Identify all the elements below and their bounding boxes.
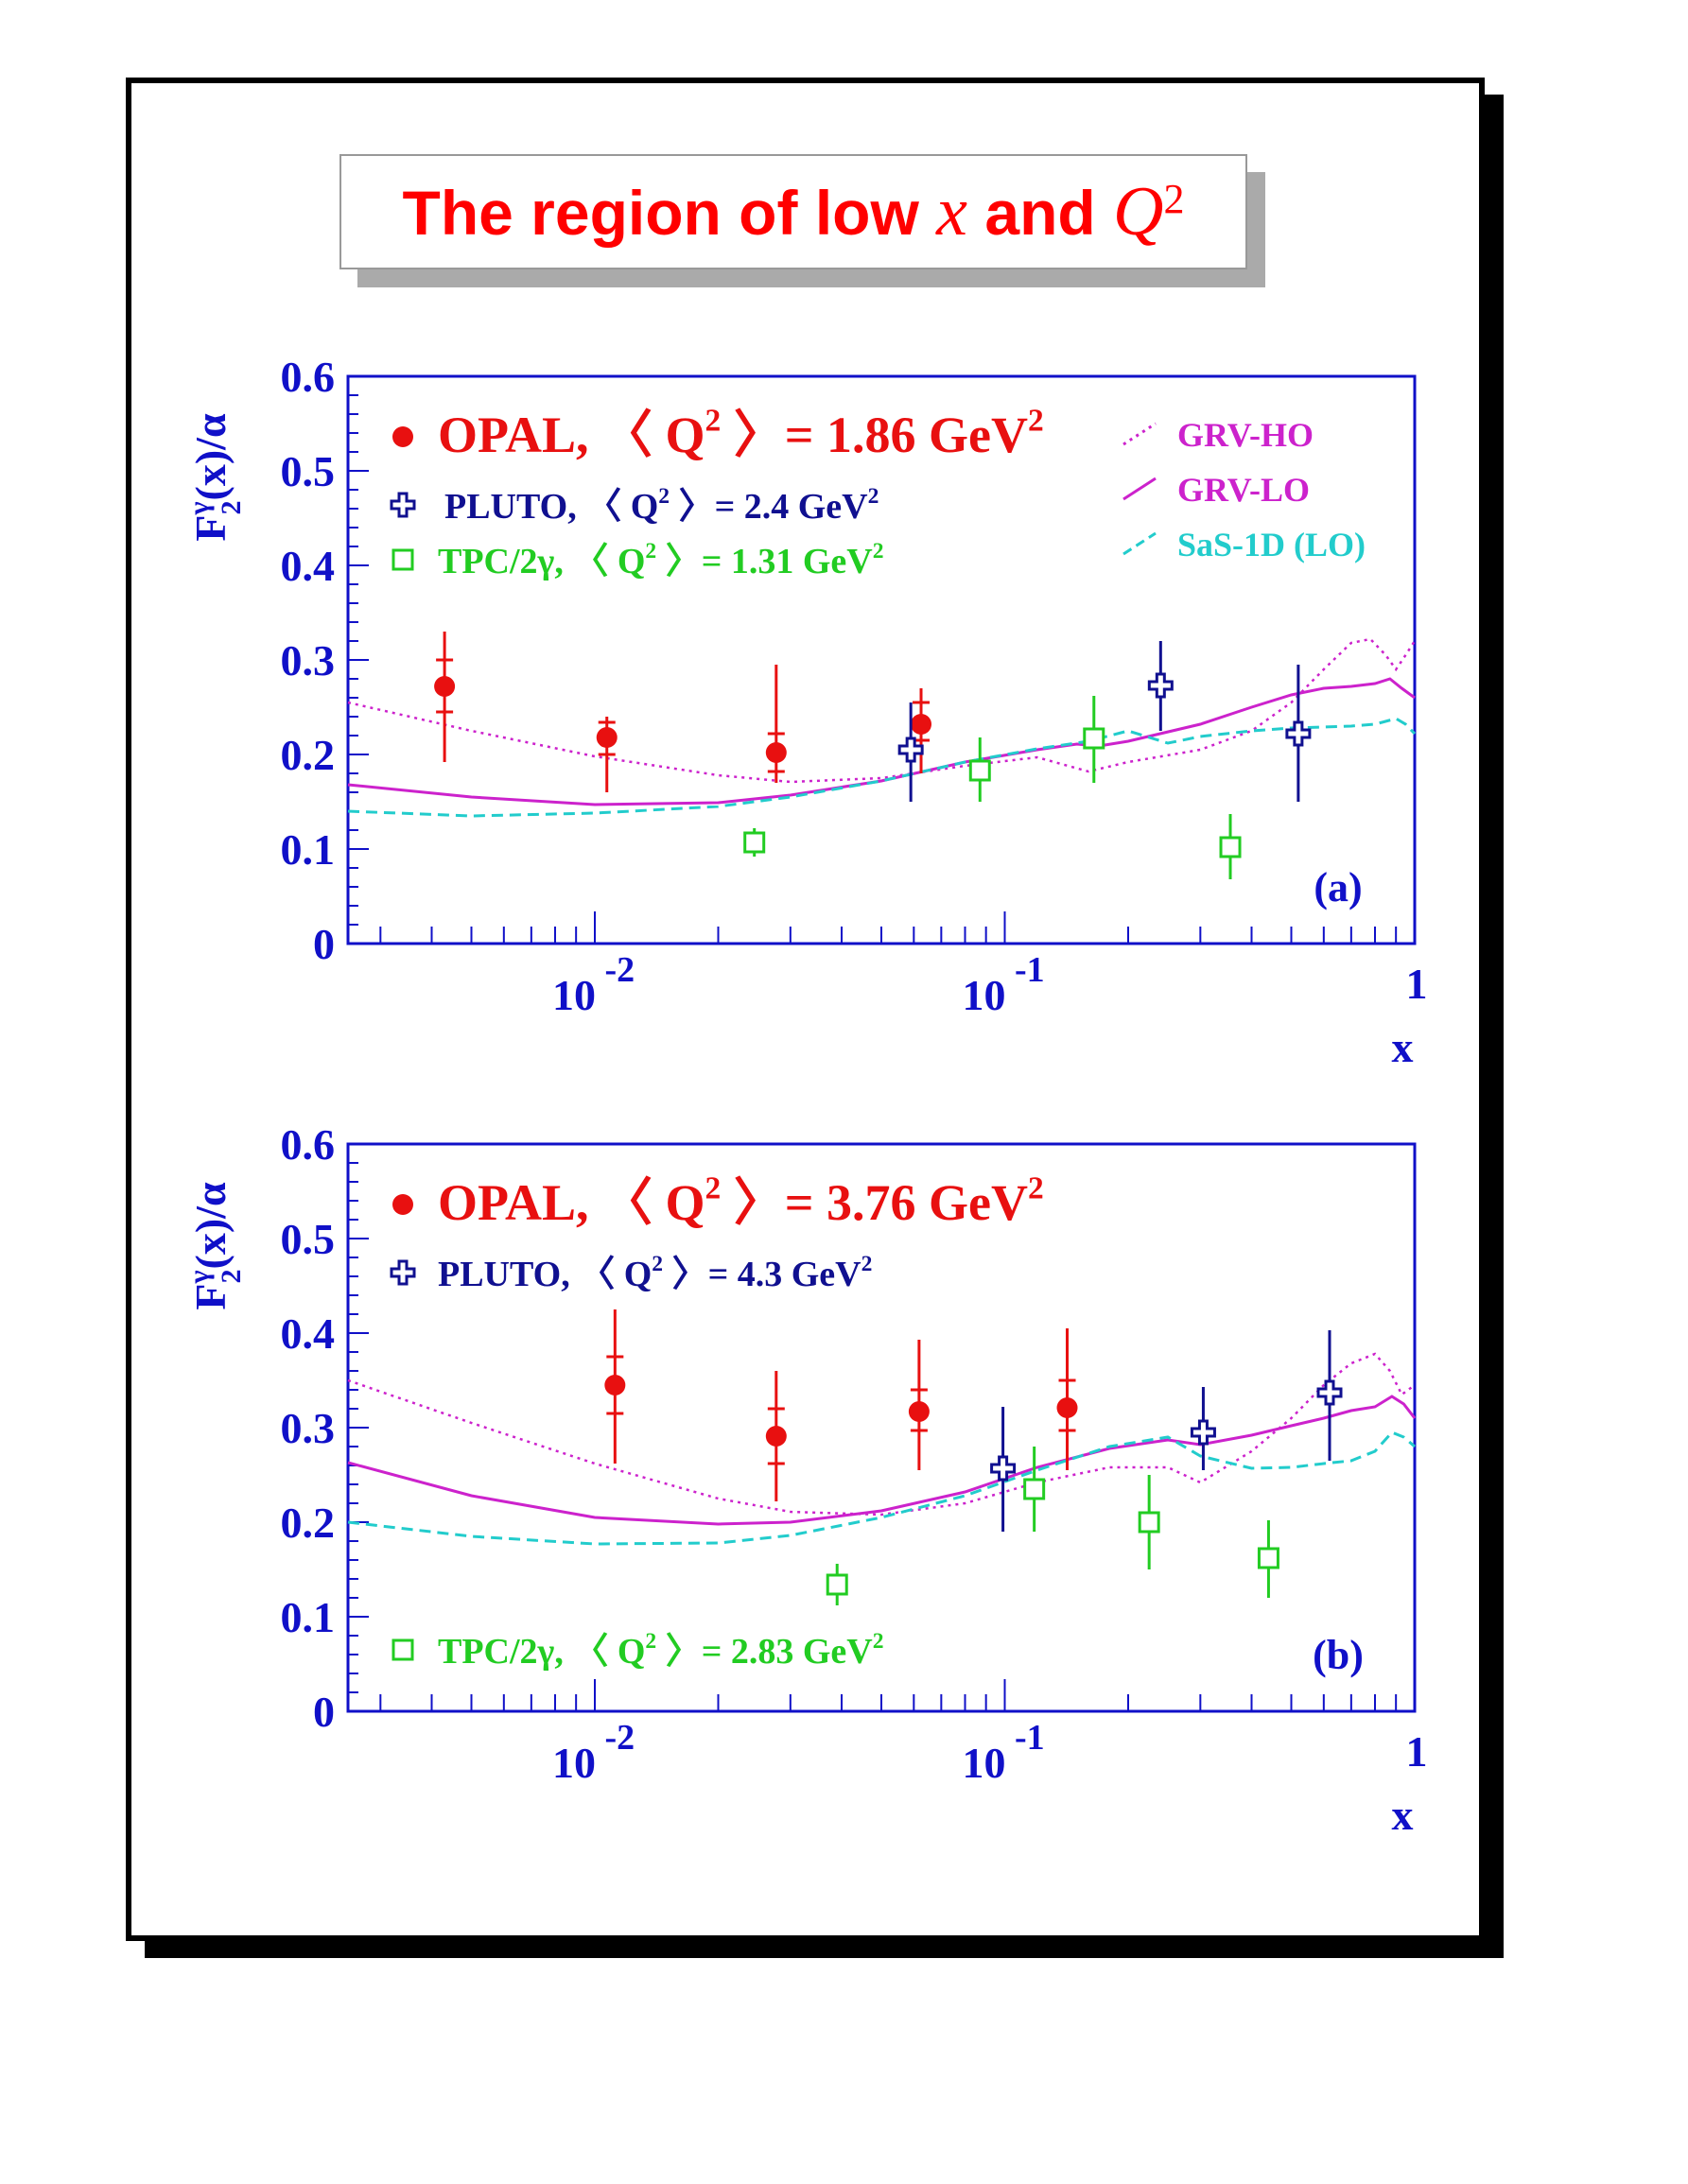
x-tick-label: 10 -2 xyxy=(552,1718,635,1787)
legend-label-sas-1d-lo: SaS-1D (LO) xyxy=(1177,526,1366,563)
title-var-q: Q xyxy=(1113,172,1164,251)
legend-marker-opal xyxy=(392,1194,413,1215)
legend-label-pluto: PLUTO, 〈 Q2 〉= 2.4 GeV2 xyxy=(444,484,879,527)
data-point-pluto xyxy=(1190,1419,1216,1446)
legend-label-pluto: PLUTO, 〈 Q2 〉= 4.3 GeV2 xyxy=(438,1252,872,1294)
x-tick-label: 1 xyxy=(1406,960,1428,1008)
panel-label-a: (a) xyxy=(1314,864,1362,910)
y-tick-label: 0.3 xyxy=(281,1404,336,1452)
legend-label-tpc: TPC/2γ, 〈 Q2 〉= 1.31 GeV2 xyxy=(438,539,884,581)
y-tick-label: 0.6 xyxy=(281,1120,336,1169)
data-point-tpc xyxy=(1257,1547,1279,1569)
y-axis-label: Fγ2(x)/α xyxy=(183,1182,247,1310)
legend-line-sas-1d-lo xyxy=(1122,531,1157,556)
legend-line-grv-ho xyxy=(1122,422,1157,446)
y-tick-label: 0.2 xyxy=(281,731,336,779)
x-tick-label: 10 -2 xyxy=(552,950,635,1019)
data-point-pluto xyxy=(1147,672,1174,699)
data-point-opal xyxy=(911,714,932,735)
data-point-opal xyxy=(604,1375,626,1395)
legend-label-grv-ho: GRV-HO xyxy=(1177,416,1314,454)
title-sup: 2 xyxy=(1163,175,1185,222)
title-var-x: x xyxy=(936,172,968,251)
slide-frame xyxy=(126,78,1485,1941)
data-point-tpc xyxy=(1083,727,1105,750)
title-box: The region of low x and Q2 xyxy=(339,154,1247,269)
data-point-tpc xyxy=(1023,1478,1046,1500)
data-point-tpc xyxy=(1138,1511,1160,1534)
data-point-pluto xyxy=(1285,720,1312,747)
title-and: and xyxy=(984,177,1096,248)
data-point-tpc xyxy=(1219,836,1242,858)
x-tick-label: 1 xyxy=(1406,1727,1428,1776)
legend-line-grv-lo xyxy=(1122,477,1157,501)
slide-title: The region of low x and Q2 xyxy=(403,172,1185,252)
curve-sas-1d-lo xyxy=(347,1430,1416,1546)
y-tick-label: 0.4 xyxy=(281,1309,336,1358)
data-point-opal xyxy=(434,676,456,697)
panel-label-b: (b) xyxy=(1313,1632,1364,1678)
y-axis-label: Fγ2(x)/α xyxy=(183,413,247,542)
legend-marker-tpc xyxy=(392,1638,414,1661)
legend-label-opal: OPAL, 〈 Q2 〉= 1.86 GeV2 xyxy=(438,403,1044,463)
legend-label-opal: OPAL, 〈 Q2 〉= 3.76 GeV2 xyxy=(438,1170,1044,1231)
y-tick-label: 0 xyxy=(313,1688,335,1736)
title-prefix: The region of low xyxy=(402,177,919,248)
data-point-pluto xyxy=(897,737,924,763)
y-tick-label: 0.5 xyxy=(281,447,336,495)
legend-marker-pluto xyxy=(390,492,416,518)
y-tick-label: 0.1 xyxy=(281,1593,336,1641)
data-point-tpc xyxy=(743,831,766,854)
data-point-opal xyxy=(765,742,787,763)
y-tick-label: 0.6 xyxy=(281,353,336,401)
curve-grv-lo xyxy=(347,1395,1417,1526)
x-tick-label: 10 -1 xyxy=(962,950,1044,1019)
data-point-opal xyxy=(1056,1397,1078,1418)
data-point-opal xyxy=(765,1426,787,1447)
data-point-pluto xyxy=(1316,1379,1343,1406)
data-point-tpc xyxy=(968,759,991,782)
legend-label-tpc: TPC/2γ, 〈 Q2 〉= 2.83 GeV2 xyxy=(438,1629,884,1672)
y-tick-label: 0.5 xyxy=(281,1215,336,1263)
y-tick-label: 0.3 xyxy=(281,636,336,685)
legend-marker-pluto xyxy=(390,1259,416,1286)
y-tick-label: 0.4 xyxy=(281,542,336,590)
curve-grv-ho xyxy=(347,637,1417,784)
x-axis-label: x xyxy=(1392,1023,1414,1071)
data-point-opal xyxy=(596,727,618,748)
y-tick-label: 0.2 xyxy=(281,1499,336,1547)
curve-grv-ho xyxy=(347,1352,1416,1517)
legend-marker-tpc xyxy=(392,548,414,571)
curve-sas-1d-lo xyxy=(347,717,1417,818)
curve-grv-lo xyxy=(347,677,1416,806)
x-axis-label: x xyxy=(1392,1791,1414,1839)
legend-label-grv-lo: GRV-LO xyxy=(1177,471,1310,509)
data-point-tpc xyxy=(826,1573,848,1596)
data-point-pluto xyxy=(990,1455,1017,1482)
y-tick-label: 0.1 xyxy=(281,825,336,874)
x-tick-label: 10 -1 xyxy=(962,1718,1044,1787)
y-tick-label: 0 xyxy=(313,920,335,968)
legend-marker-opal xyxy=(392,426,413,447)
data-point-opal xyxy=(908,1401,930,1422)
